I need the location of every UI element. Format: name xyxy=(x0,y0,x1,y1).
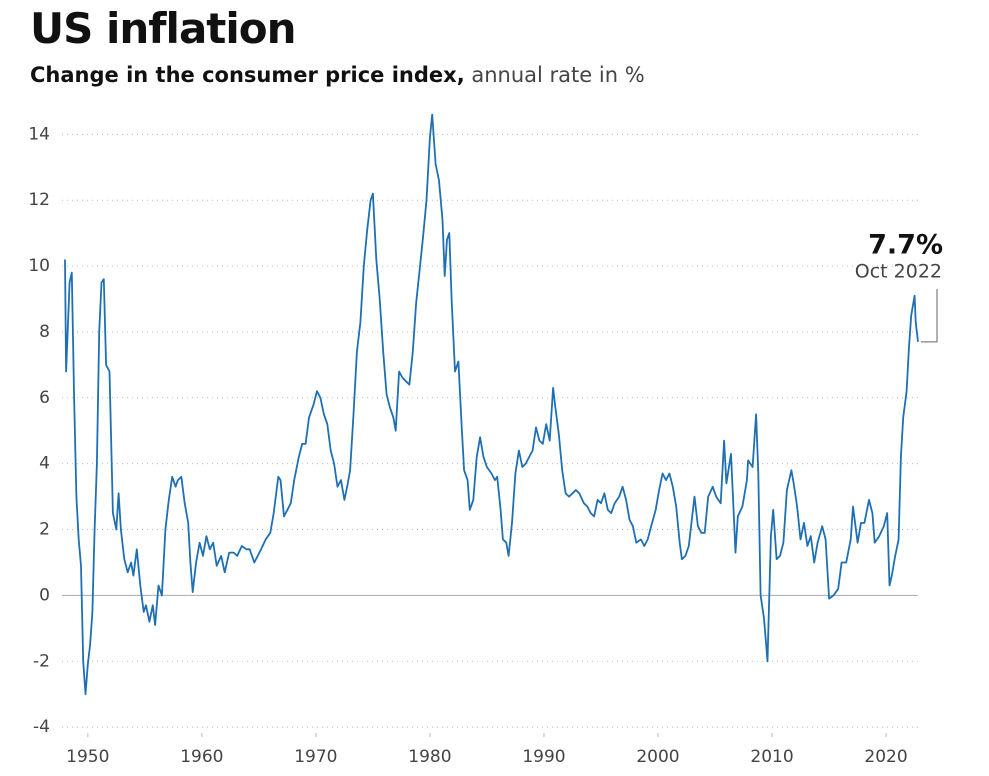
data-line xyxy=(64,113,919,696)
y-tick-label: 12 xyxy=(28,190,50,210)
x-tick-label: 1990 xyxy=(522,747,565,767)
x-tick-label: 2020 xyxy=(864,747,907,767)
y-tick-label: 14 xyxy=(28,124,50,144)
y-tick-label: 6 xyxy=(39,388,50,408)
annotation-leader xyxy=(921,289,938,343)
y-tick-label: 10 xyxy=(28,256,50,276)
x-tick-label: 1970 xyxy=(294,747,337,767)
x-tick-label: 1960 xyxy=(180,747,223,767)
annotation-value: 7.7% xyxy=(868,230,943,261)
y-tick-label: -4 xyxy=(33,717,50,737)
y-tick-label: 8 xyxy=(39,322,50,342)
y-tick-label: 4 xyxy=(39,454,50,474)
annotation-date: Oct 2022 xyxy=(855,261,942,283)
subtitle-unit: annual rate in % xyxy=(471,63,645,87)
x-tick-label: 2010 xyxy=(750,747,793,767)
y-tick-label: 0 xyxy=(39,585,50,605)
x-tick-label: 2000 xyxy=(636,747,679,767)
chart-title: US inflation xyxy=(30,4,297,53)
y-tick-label: 2 xyxy=(39,520,50,540)
chart-subtitle: Change in the consumer price index, annu… xyxy=(30,63,645,87)
y-tick-label: -2 xyxy=(33,651,50,671)
subtitle-main: Change in the consumer price index, xyxy=(30,63,465,87)
x-tick-label: 1980 xyxy=(408,747,451,767)
x-tick-label: 1950 xyxy=(66,747,109,767)
